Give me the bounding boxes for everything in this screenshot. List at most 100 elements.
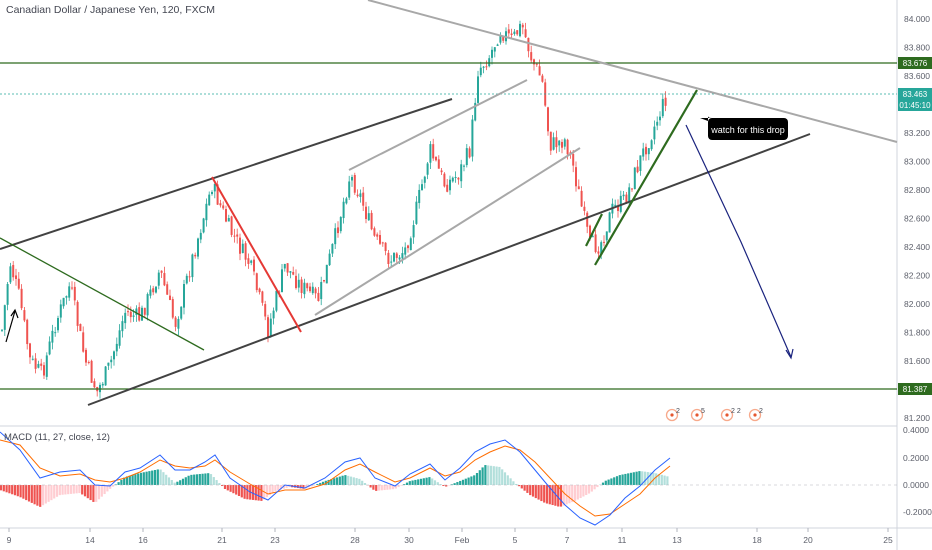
- macd-histogram-bar: [92, 485, 95, 502]
- candle: [334, 223, 337, 250]
- candle: [23, 306, 26, 323]
- candle: [155, 286, 157, 294]
- candle: [404, 242, 407, 260]
- macd-histogram-bar: [327, 479, 330, 485]
- macd-histogram-bar: [13, 485, 17, 496]
- macd-histogram-bar: [338, 476, 341, 485]
- macd-histogram-bar: [548, 485, 551, 505]
- channel-upper-line[interactable]: [0, 98, 453, 250]
- price-axis[interactable]: 84.00083.80083.60083.40083.20083.00082.8…: [904, 14, 930, 423]
- candle: [244, 241, 247, 267]
- price-tick-label: 81.600: [904, 356, 930, 366]
- candle: [138, 302, 141, 322]
- candle: [141, 305, 143, 321]
- candle: [367, 206, 370, 221]
- candle: [631, 188, 633, 192]
- descending-trendline[interactable]: [0, 237, 205, 351]
- macd-histogram-bar: [285, 485, 288, 488]
- candle: [395, 252, 398, 264]
- candle: [639, 155, 642, 176]
- candle: [146, 292, 149, 321]
- inner-channel-lower[interactable]: [314, 147, 581, 316]
- top-resistance-line[interactable]: [367, 0, 898, 143]
- macd-histogram-bar: [501, 469, 504, 485]
- event-marker-icon[interactable]: 5: [690, 408, 706, 422]
- macd-histogram-bar: [187, 475, 190, 485]
- candle: [580, 186, 583, 207]
- macd-histogram-bar: [27, 485, 31, 502]
- macd-histogram-bar: [83, 485, 87, 497]
- candle: [149, 285, 152, 299]
- macd-histogram-bar: [503, 472, 507, 485]
- macd-histogram-bar: [106, 485, 109, 492]
- candle: [17, 272, 20, 290]
- price-badge: 83.463: [898, 88, 932, 100]
- macd-histogram-bar: [618, 475, 621, 485]
- macd-histogram-bar: [209, 474, 213, 485]
- candle: [3, 304, 6, 337]
- macd-histogram-bar: [58, 485, 61, 496]
- event-marker-icon[interactable]: 2: [748, 408, 764, 422]
- candle: [415, 196, 418, 225]
- rising-green-line[interactable]: [594, 89, 698, 266]
- macd-histogram-bar: [473, 475, 476, 485]
- event-marker-icon[interactable]: 2: [665, 408, 681, 422]
- inner-channel-upper[interactable]: [348, 79, 528, 171]
- candle: [451, 176, 454, 183]
- candle: [15, 268, 17, 286]
- candle: [351, 174, 353, 187]
- macd-histogram-bar: [657, 474, 661, 485]
- macd-histogram-bar: [635, 471, 638, 485]
- macd-histogram-bar: [587, 485, 591, 494]
- time-tick-label: 28: [350, 535, 360, 545]
- candle: [325, 264, 328, 284]
- candle: [563, 137, 566, 150]
- channel-lower-line[interactable]: [87, 133, 811, 406]
- macd-histogram-bar: [299, 485, 302, 489]
- candle: [124, 308, 127, 329]
- macd-histogram-bar: [69, 485, 73, 494]
- macd-histogram-bar: [464, 478, 467, 485]
- candle: [555, 130, 558, 154]
- candle: [157, 269, 160, 290]
- time-tick-label: 5: [513, 535, 518, 545]
- candle: [297, 273, 300, 293]
- macd-histogram-bar: [585, 485, 588, 496]
- macd-histogram-bar: [39, 485, 42, 507]
- time-tick-label: 21: [217, 535, 227, 545]
- up-arrow-drawing[interactable]: [5, 308, 19, 343]
- short-green-line[interactable]: [585, 213, 603, 247]
- macd-histogram-bar: [181, 478, 185, 485]
- candle: [423, 175, 426, 189]
- economic-events[interactable]: 2 5 2 2 2: [665, 408, 764, 422]
- macd-legend: MACD (11, 27, close, 12): [4, 432, 110, 443]
- red-trendline[interactable]: [211, 176, 302, 333]
- macd-histogram-bar: [282, 485, 285, 489]
- candle: [191, 253, 194, 283]
- macd-histogram-bar: [389, 485, 392, 490]
- macd-histogram-bar: [394, 485, 397, 489]
- candle: [275, 287, 278, 313]
- macd-histogram-bar: [613, 477, 616, 485]
- macd-histogram-bar: [184, 477, 187, 485]
- candle: [194, 252, 197, 259]
- annotation-callout[interactable]: watch for this drop: [700, 116, 788, 140]
- candle: [57, 315, 59, 333]
- candle: [43, 362, 45, 379]
- event-marker-icon[interactable]: 2 2: [720, 408, 741, 422]
- candle: [303, 278, 306, 299]
- candle: [541, 73, 544, 83]
- price-tick-label: 81.200: [904, 413, 930, 423]
- candle: [76, 300, 79, 332]
- macd-histogram-bar: [579, 485, 582, 499]
- macd-histogram-bar: [515, 483, 518, 485]
- candle: [6, 282, 9, 311]
- macd-histogram-bar: [352, 477, 355, 485]
- candle: [510, 28, 513, 39]
- candle: [384, 242, 387, 256]
- time-axis[interactable]: 9 14 16 21 23 28 30 Feb 5 7 11 13 18 20 25: [7, 528, 893, 545]
- time-tick-label: 14: [85, 535, 95, 545]
- forecast-arrow[interactable]: [685, 124, 794, 360]
- macd-histogram-bar: [646, 472, 649, 485]
